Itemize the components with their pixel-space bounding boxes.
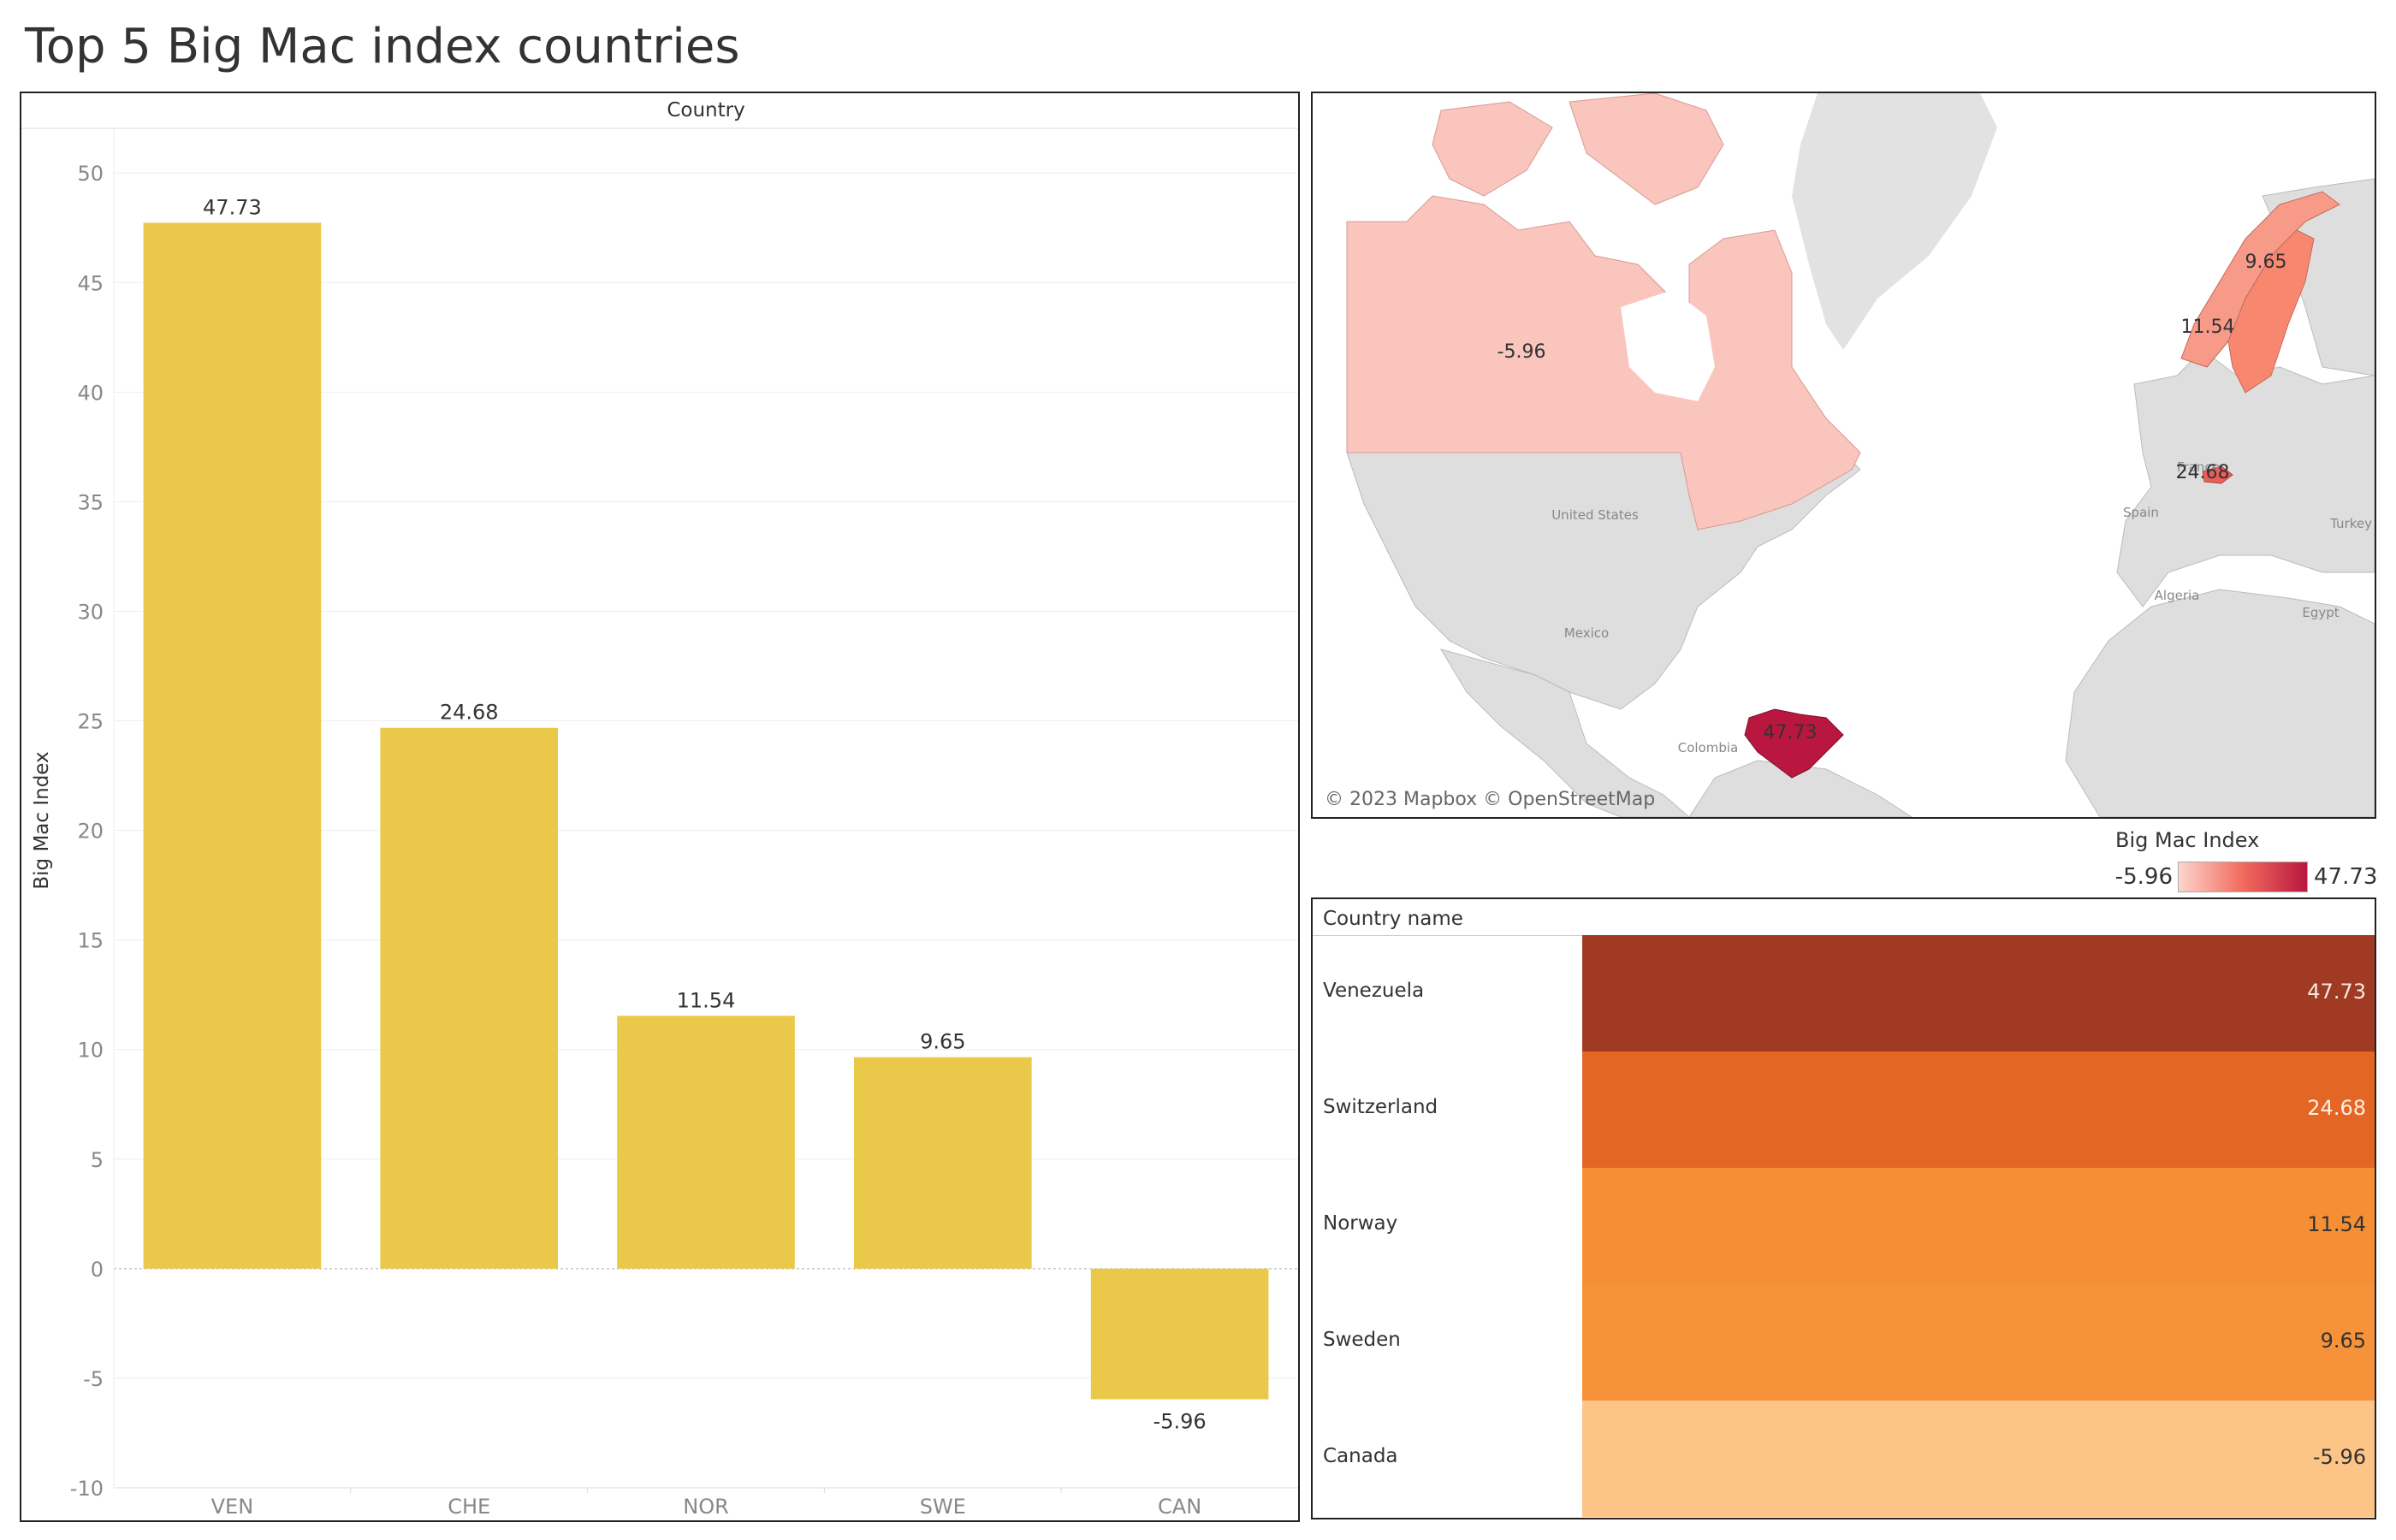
row-country-name: Switzerland: [1323, 1096, 1438, 1118]
row-value: 47.73: [2307, 980, 2366, 1004]
map-label-algeria: Algeria: [2155, 588, 2200, 603]
europe-shape: [2116, 349, 2375, 607]
bar-can[interactable]: [1090, 1268, 1269, 1400]
bar-value-label: 47.73: [203, 195, 262, 219]
column-header: Country: [667, 99, 744, 121]
arctic-islands-shape-2: [1569, 93, 1724, 205]
table-row[interactable]: Norway 11.54: [1313, 1168, 2375, 1284]
bar-value-label: 24.68: [440, 701, 499, 725]
row-country-name: Sweden: [1323, 1329, 1401, 1351]
south-america-shape: [1688, 760, 1913, 817]
row-value: 11.54: [2307, 1212, 2366, 1236]
y-tick-label: -10: [70, 1477, 104, 1501]
bar-value-label: -5.96: [1154, 1410, 1207, 1434]
bar-ven[interactable]: [143, 222, 322, 1269]
map-panel[interactable]: United States Mexico Colombia Spain Fran…: [1311, 92, 2376, 819]
legend-min: -5.96: [2114, 864, 2173, 890]
table-row[interactable]: Sweden 9.65: [1313, 1284, 2375, 1401]
x-tick-label: CAN: [1158, 1495, 1201, 1519]
bar-value-label: 11.54: [677, 988, 736, 1012]
sweden-shape[interactable]: [2227, 229, 2315, 394]
dashboard-title: Top 5 Big Mac index countries: [25, 19, 740, 74]
bar-chart[interactable]: Country Big Mac Index 504540353025201510…: [21, 93, 1298, 1520]
canada-shape[interactable]: [1346, 195, 1861, 530]
row-value-cell[interactable]: 24.68: [1582, 1051, 2375, 1168]
y-tick-label: 10: [77, 1039, 104, 1063]
bar-chart-panel[interactable]: Country Big Mac Index 50 45 40 35 30 25 20 15 10…: [20, 92, 1300, 1522]
map-label-colombia: Colombia: [1678, 740, 1739, 755]
map-label-united-states: United States: [1551, 507, 1639, 523]
y-axis-title: Big Mac Index: [31, 751, 53, 889]
row-value: -5.96: [2312, 1445, 2366, 1469]
legend-max: 47.73: [2314, 864, 2378, 890]
y-tick-label: 30: [77, 600, 104, 624]
map-label-spain: Spain: [2123, 505, 2159, 520]
map-label-egypt: Egypt: [2302, 605, 2339, 620]
x-tick-label: SWE: [920, 1495, 966, 1519]
y-tick-label: 40: [77, 381, 104, 405]
legend-title: Big Mac Index: [2115, 828, 2260, 852]
table-row[interactable]: Venezuela 47.73: [1313, 935, 2375, 1051]
row-value-cell[interactable]: -5.96: [1582, 1401, 2375, 1517]
switzerland-shape[interactable]: [2202, 465, 2233, 484]
bar-value-label: 9.65: [920, 1030, 965, 1054]
x-tick-label: NOR: [683, 1495, 729, 1519]
arctic-islands-shape: [1432, 101, 1553, 197]
choropleth-map[interactable]: United States Mexico Colombia Spain Fran…: [1313, 93, 2375, 817]
row-value: 24.68: [2307, 1096, 2366, 1120]
table-row[interactable]: Switzerland 24.68: [1313, 1051, 2375, 1168]
color-legend: Big Mac Index -5.96 47.73: [1311, 823, 2378, 892]
row-value-cell[interactable]: 11.54: [1582, 1168, 2375, 1284]
highlight-table-panel[interactable]: Country name Venezuela 47.73 Switzerland…: [1311, 897, 2376, 1519]
mexico-shape: [1439, 649, 1690, 817]
row-country-name: Canada: [1323, 1445, 1398, 1467]
hudson-bay-shape: [1621, 290, 1715, 401]
y-tick-label: 50: [77, 162, 104, 186]
y-tick-label: 20: [77, 820, 104, 844]
x-tick-label: VEN: [211, 1495, 254, 1519]
bar-che[interactable]: [380, 727, 558, 1269]
y-tick-label: 25: [77, 710, 104, 734]
map-value-sweden: 9.65: [2245, 252, 2287, 273]
y-tick-label: -5: [83, 1367, 104, 1391]
map-label-mexico: Mexico: [1564, 625, 1609, 641]
map-value-norway: 11.54: [2181, 317, 2235, 338]
y-tick-label: 35: [77, 490, 104, 514]
map-value-venezuela: 47.73: [1764, 722, 1818, 743]
bar-nor[interactable]: [617, 1016, 795, 1269]
map-label-france: France: [2177, 459, 2220, 475]
y-tick-label: 45: [77, 271, 104, 295]
y-tick-label: 15: [77, 929, 104, 953]
map-value-canada: -5.96: [1498, 341, 1546, 363]
table-header: Country name: [1313, 899, 2375, 936]
bar-swe[interactable]: [854, 1057, 1032, 1269]
row-value-cell[interactable]: 47.73: [1582, 935, 2375, 1051]
legend-gradient: [2178, 862, 2308, 892]
y-tick-label: 5: [91, 1148, 104, 1172]
africa-shape: [2065, 589, 2375, 817]
map-label-turkey: Turkey: [2329, 516, 2372, 531]
table-header-country-name: Country name: [1323, 908, 1463, 930]
y-tick-label: 0: [91, 1258, 104, 1282]
row-country-name: Norway: [1323, 1212, 1398, 1235]
row-value: 9.65: [2320, 1329, 2366, 1353]
row-value-cell[interactable]: 9.65: [1582, 1284, 2375, 1401]
greenland-shape: [1792, 93, 1997, 350]
row-country-name: Venezuela: [1323, 980, 1425, 1002]
map-value-switzerland: 24.68: [2176, 462, 2230, 483]
venezuela-shape[interactable]: [1744, 708, 1844, 779]
x-tick-label: CHE: [448, 1495, 490, 1519]
table-row[interactable]: Canada -5.96: [1313, 1401, 2375, 1517]
map-attribution[interactable]: © 2023 Mapbox © OpenStreetMap: [1325, 789, 1655, 810]
